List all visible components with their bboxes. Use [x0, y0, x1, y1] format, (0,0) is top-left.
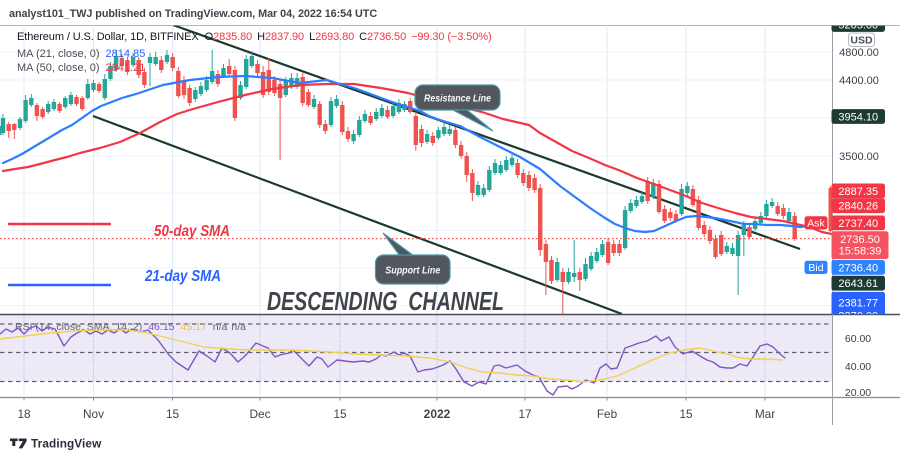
- svg-text:2370.00: 2370.00: [838, 310, 878, 322]
- svg-text:Resistance Line: Resistance Line: [424, 93, 491, 105]
- svg-text:3954.10: 3954.10: [838, 111, 878, 123]
- svg-text:DESCENDING CHANNEL: DESCENDING CHANNEL: [267, 286, 504, 316]
- svg-text:Nov: Nov: [83, 407, 104, 421]
- svg-text:Mar: Mar: [755, 407, 775, 421]
- svg-text:Dec: Dec: [250, 407, 271, 421]
- svg-text:2381.77: 2381.77: [838, 298, 878, 310]
- svg-text:Ask: Ask: [807, 217, 825, 229]
- svg-text:20.00: 20.00: [845, 387, 871, 399]
- svg-text:2022: 2022: [424, 407, 451, 421]
- svg-text:Bid: Bid: [808, 262, 823, 274]
- svg-text:50-day SMA: 50-day SMA: [154, 223, 230, 240]
- svg-text:2887.35: 2887.35: [838, 186, 878, 198]
- svg-text:Support Line: Support Line: [385, 265, 440, 277]
- svg-text:2643.61: 2643.61: [838, 278, 878, 290]
- svg-text:5205.00: 5205.00: [838, 19, 878, 31]
- svg-text:15:58:39: 15:58:39: [839, 245, 882, 257]
- svg-text:USD: USD: [850, 34, 873, 46]
- svg-text:TradingView: TradingView: [31, 437, 102, 451]
- svg-text:MA (50, close, 0)2841.21: MA (50, close, 0) 2841.21: [17, 62, 145, 74]
- svg-text:RSI (14, close, SMA, 14, 2)46.: RSI (14, close, SMA, 14, 2) 46.15 45.17 n/a…: [15, 321, 246, 333]
- svg-text:2737.40: 2737.40: [838, 218, 878, 230]
- svg-text:MA (21, close, 0)2814.85: MA (21, close, 0) 2814.85: [17, 48, 145, 60]
- svg-text:3500.00: 3500.00: [839, 151, 879, 163]
- svg-text:4800.00: 4800.00: [839, 47, 879, 59]
- svg-text:15: 15: [333, 407, 347, 421]
- svg-text:18: 18: [17, 407, 31, 421]
- svg-text:60.00: 60.00: [845, 333, 871, 345]
- svg-text:15: 15: [166, 407, 180, 421]
- svg-text:40.00: 40.00: [845, 361, 871, 373]
- svg-text:15: 15: [679, 407, 693, 421]
- svg-text:21-day SMA: 21-day SMA: [144, 268, 221, 285]
- svg-text:2736.50: 2736.50: [840, 234, 880, 246]
- svg-text:2840.26: 2840.26: [838, 201, 878, 213]
- svg-text:17: 17: [518, 407, 531, 421]
- svg-text:4400.00: 4400.00: [839, 75, 879, 87]
- svg-text:Feb: Feb: [597, 407, 618, 421]
- svg-text:2736.40: 2736.40: [838, 262, 878, 274]
- svg-text:analyst101_TWJ published on Tr: analyst101_TWJ published on TradingView.…: [9, 8, 377, 20]
